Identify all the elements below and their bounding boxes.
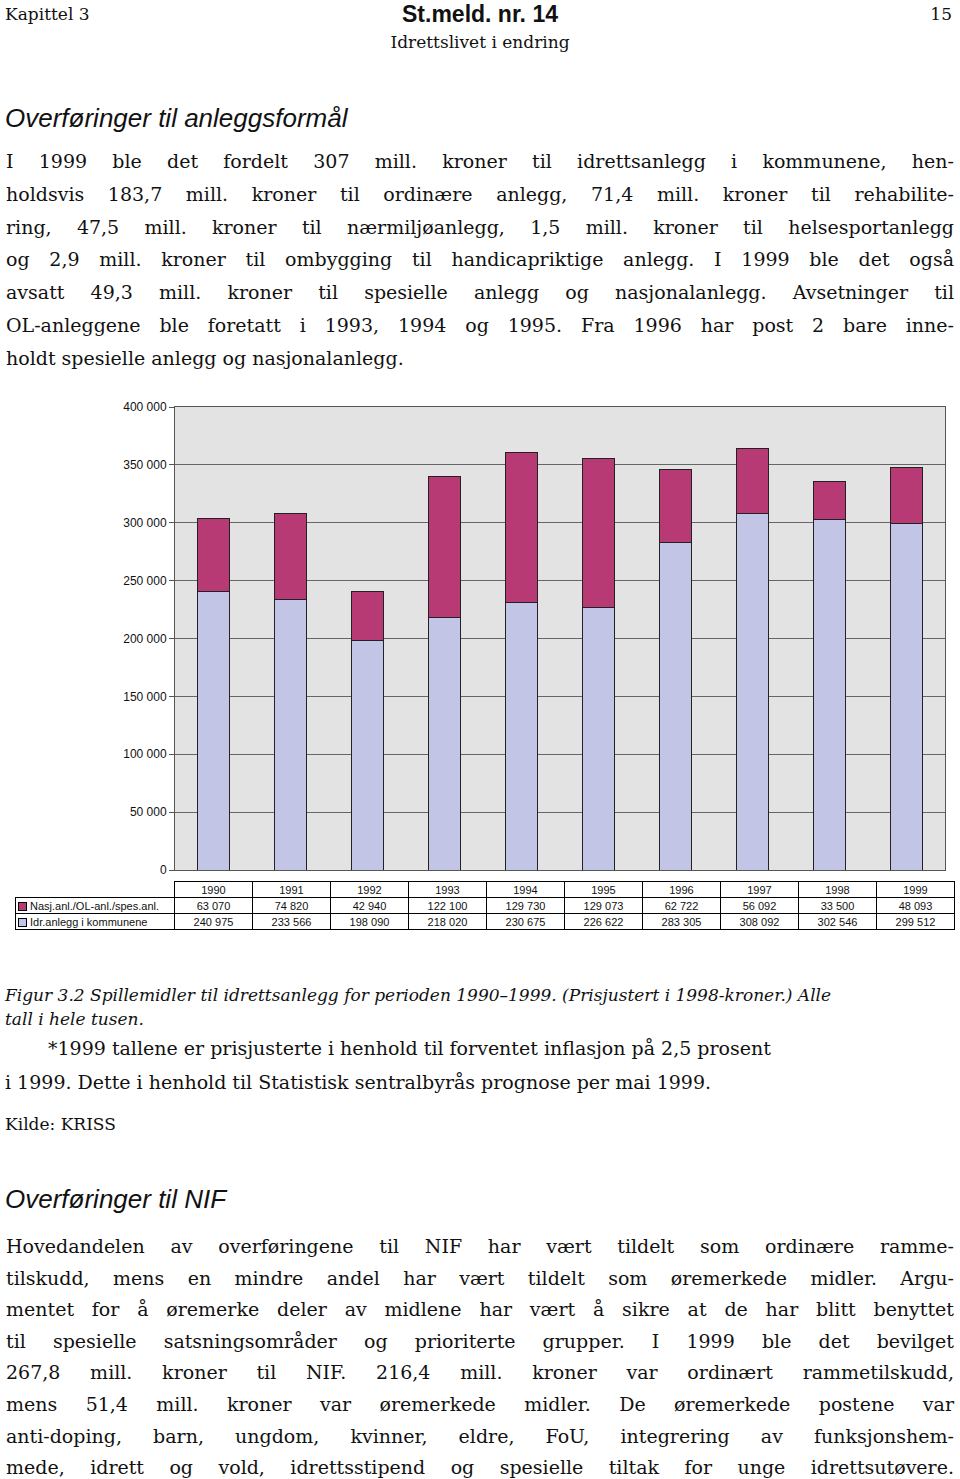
html-text:42 940: 42 940 (352, 899, 387, 912)
html-text:1998: 1998 (825, 883, 850, 896)
html-text:1991: 1991 (279, 883, 304, 896)
html-text:129 730: 129 730 (505, 899, 546, 912)
svg-text:200 000: 200 000 (123, 632, 167, 646)
html-text:Idrettslivet i endring: Idrettslivet i endring (390, 32, 570, 52)
html-text:56 092: 56 092 (742, 899, 777, 912)
svg-text:150 000: 150 000 (123, 690, 167, 704)
html-text:Overføringer til NIF: Overføringer til NIF (5, 1184, 226, 1214)
svg-text:300 000: 300 000 (123, 516, 167, 530)
html-text:283 305: 283 305 (661, 915, 702, 928)
html-text:122 100: 122 100 (427, 899, 468, 912)
html-text:1994: 1994 (513, 883, 538, 896)
html-text:til spesielle satsningsområder: til spesielle satsningsområder og priori… (6, 1329, 954, 1352)
svg-text:400 000: 400 000 (123, 400, 167, 414)
html-text:198 090: 198 090 (349, 915, 390, 928)
html-text:tall i hele tusen.: tall i hele tusen. (5, 1009, 144, 1029)
html-text:Kilde: KRISS: Kilde: KRISS (5, 1114, 116, 1134)
html-text:Idr.anlegg i kommunene: Idr.anlegg i kommunene (30, 915, 148, 928)
html-text:129 073: 129 073 (583, 899, 624, 912)
html-text:i 1999. Dette i henhold til St: i 1999. Dette i henhold til Statistisk s… (5, 1071, 711, 1093)
svg-text:250 000: 250 000 (123, 574, 167, 588)
html-text:48 093: 48 093 (898, 899, 933, 912)
html-text:holdsvis 183,7 mill. kroner ti: holdsvis 183,7 mill. kroner til ordinære… (6, 182, 954, 205)
html-text:Figur 3.2 Spillemidler til idr: Figur 3.2 Spillemidler til idrettsanlegg… (5, 985, 832, 1005)
html-text:avsatt 49,3 mill. kroner til s: avsatt 49,3 mill. kroner til spesielle a… (6, 281, 954, 304)
html-text:mens 51,4 mill. kroner var øre: mens 51,4 mill. kroner var øremerkede mi… (6, 1393, 954, 1415)
html-text:Kapittel 3: Kapittel 3 (5, 4, 90, 24)
html-text:*1999 tallene er prisjusterte: *1999 tallene er prisjusterte i henhold … (48, 1037, 771, 1059)
svg-text:0: 0 (160, 863, 167, 877)
html-text:tilskudd, mens en mindre andel: tilskudd, mens en mindre andel har vært … (6, 1266, 954, 1289)
html-text:267,8 mill. kroner til NIF. 21: 267,8 mill. kroner til NIF. 216,4 mill. … (6, 1361, 954, 1384)
svg-text:50 000: 50 000 (130, 805, 167, 819)
html-text:og 2,9 mill. kroner til ombygg: og 2,9 mill. kroner til ombygging til ha… (6, 248, 954, 271)
html-text:302 546: 302 546 (817, 915, 858, 928)
html-text:33 500: 33 500 (820, 899, 855, 912)
html-text:15: 15 (930, 4, 952, 24)
html-text:holdt spesielle anlegg og nasj: holdt spesielle anlegg og nasjonalanlegg… (6, 346, 404, 369)
html-text:I 1999 ble det fordelt 307 mil: I 1999 ble det fordelt 307 mill. kroner … (6, 150, 954, 172)
html-text:Overføringer til anleggsformål: Overføringer til anleggsformål (5, 103, 348, 133)
html-text:Nasj.anl./OL-anl./spes.anl.: Nasj.anl./OL-anl./spes.anl. (30, 899, 159, 912)
html-text:299 512: 299 512 (895, 915, 936, 928)
svg-text:100 000: 100 000 (123, 747, 167, 761)
html-text:St.meld. nr. 14: St.meld. nr. 14 (402, 1, 558, 27)
html-text:308 092: 308 092 (739, 915, 780, 928)
html-text:1992: 1992 (357, 883, 382, 896)
html-text:Hovedandelen av overføringene: Hovedandelen av overføringene til NIF ha… (6, 1235, 954, 1257)
html-text:63 070: 63 070 (196, 899, 231, 912)
html-text:mede, idrett og vold, idrettss: mede, idrett og vold, idrettsstipend og … (6, 1456, 954, 1479)
svg-text:350 000: 350 000 (123, 458, 167, 472)
html-text:mentet for å øremerke deler av: mentet for å øremerke deler av midlene h… (6, 1298, 954, 1321)
html-text:62 722: 62 722 (664, 899, 699, 912)
html-text:1995: 1995 (591, 883, 616, 896)
html-text:230 675: 230 675 (505, 915, 546, 928)
html-text:anti-doping, barn, ungdom, kvi: anti-doping, barn, ungdom, kvinner, eldr… (6, 1424, 954, 1447)
html-text:1999: 1999 (903, 883, 928, 896)
html-text:OL-anleggene ble foretatt i 19: OL-anleggene ble foretatt i 1993, 1994 o… (6, 314, 954, 336)
html-text:1997: 1997 (747, 883, 772, 896)
html-text:1990: 1990 (201, 883, 226, 896)
html-text:226 622: 226 622 (583, 915, 624, 928)
html-text:ring, 47,5 mill. kroner til næ: ring, 47,5 mill. kroner til nærmiljøanle… (6, 215, 954, 238)
html-text:74 820: 74 820 (274, 899, 309, 912)
html-text:1996: 1996 (669, 883, 694, 896)
html-text:240 975: 240 975 (193, 915, 234, 928)
html-text:218 020: 218 020 (427, 915, 468, 928)
html-text:1993: 1993 (435, 883, 460, 896)
html-text:233 566: 233 566 (271, 915, 312, 928)
